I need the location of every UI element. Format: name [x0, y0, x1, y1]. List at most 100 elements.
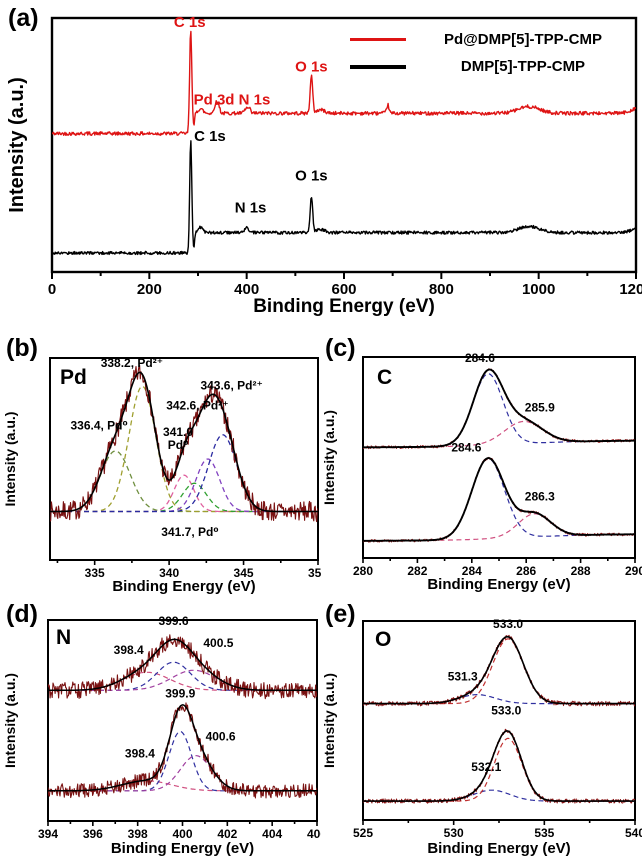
panel-a-label: (a) [8, 4, 39, 32]
x-tick-label: 290 [625, 564, 642, 578]
raw-spectrum [48, 702, 317, 799]
panel-b: (b) Pd Intensity (a.u.) 335 340 345 350 338.… [0, 330, 321, 598]
x-tick-label: 600 [331, 281, 356, 298]
x-tick-label: 286 [516, 564, 536, 578]
peak-label: 285.9 [525, 400, 555, 414]
x-tick-label: 402 [217, 827, 237, 841]
panel-d-label: (d) [6, 600, 38, 628]
peak-label: N 1s [235, 199, 267, 216]
legend-label: DMP[5]-TPP-CMP [460, 58, 586, 75]
panel-e-x-axis-title: Binding Energy (eV) [427, 840, 571, 857]
envelope [50, 371, 318, 513]
legend-label: Pd@DMP[5]-TPP-CMP [444, 31, 602, 48]
fit-component [363, 638, 635, 705]
peak-label: 399.9 [165, 686, 195, 700]
x-tick-label: 1000 [522, 281, 555, 298]
x-tick-label: 535 [534, 826, 554, 840]
panel-c: (c) C Intensity (a.u.) 280 282 284 286 288 29… [321, 330, 642, 598]
panel-e-element-label: O [375, 628, 392, 651]
peak-label: 398.4 [114, 643, 144, 657]
plot-frame [362, 356, 636, 559]
peak-label: N 1s [239, 91, 271, 108]
peak-label: 533.0 [493, 617, 523, 631]
peak-label: 400.6 [206, 730, 236, 744]
panel-d-y-axis-title: Intensity (a.u.) [2, 673, 18, 768]
plot-frame [362, 620, 636, 821]
envelope [363, 635, 635, 705]
x-tick-label: 284 [462, 564, 482, 578]
envelope [363, 368, 635, 449]
x-tick-label: 800 [429, 281, 454, 298]
panel-d-plot: 394 396 398 400 402 404 406 399.6 398.4 400.5 399.… [38, 614, 321, 841]
legend-item: Pd@DMP[5]-TPP-CMP [350, 26, 632, 53]
x-tick-label: 200 [137, 281, 162, 298]
peak-label: 338.2, Pd²⁺ [101, 356, 163, 370]
panel-a-x-axis-title: Binding Energy (eV) [253, 296, 435, 317]
legend: Pd@DMP[5]-TPP-CMP DMP[5]-TPP-CMP [350, 26, 632, 80]
x-tick-label: 340 [159, 566, 179, 580]
x-tick-label: 400 [234, 281, 259, 298]
peak-label: 398.4 [125, 747, 155, 761]
panel-a: (a) Intensity (a.u.) 0 200 400 600 800 1000 12… [0, 0, 642, 330]
x-tick-label: 404 [262, 827, 282, 841]
envelope [48, 704, 317, 792]
peak-label: 341.0 Pd⁰ [163, 425, 193, 452]
panel-b-plot: 335 340 345 350 338.2, Pd²⁺ 336.4, Pd⁰ 341.0Pd… [49, 356, 321, 580]
x-tick-label: 400 [172, 827, 192, 841]
panel-e-y-axis-title: Intensity (a.u.) [321, 673, 337, 768]
panel-e-label: (e) [325, 600, 356, 628]
peak-label: 343.6, Pd²⁺ [200, 378, 262, 392]
x-tick-label: 280 [353, 564, 373, 578]
panel-c-element-label: C [377, 366, 393, 389]
x-tick-label: 345 [234, 566, 254, 580]
peak-label: 336.4, Pd⁰ [70, 419, 127, 433]
panel-b-x-axis-title: Binding Energy (eV) [112, 578, 256, 595]
panel-b-element-label: Pd [60, 366, 87, 389]
fit-component [48, 755, 317, 792]
raw-spectrum [48, 634, 317, 700]
peak-label: 532.1 [471, 760, 501, 774]
peak-label: C 1s [174, 14, 206, 31]
peak-label: 400.5 [203, 636, 233, 650]
x-tick-label: 350 [308, 566, 321, 580]
panel-a-y-axis-title: Intensity (a.u.) [6, 77, 28, 213]
panel-c-y-axis-title: Intensity (a.u.) [321, 410, 337, 505]
panel-e-plot: 525 530 535 540 533.0 531.3 533.0 532.1 [353, 617, 642, 840]
x-tick-label: 282 [407, 564, 427, 578]
fit-component [363, 513, 635, 542]
panel-c-plot: 280 282 284 286 288 290 284.6 285.9 284.6 286.3 [353, 351, 642, 578]
panel-d-element-label: N [56, 626, 72, 649]
x-tick-label: 394 [38, 827, 58, 841]
fit-component [50, 458, 318, 513]
envelope [48, 638, 317, 692]
panel-b-label: (b) [6, 334, 38, 362]
peak-label: O 1s [295, 58, 328, 75]
peak-label: O 1s [295, 168, 328, 185]
peak-label: 533.0 [491, 704, 521, 718]
x-tick-label: 540 [625, 826, 642, 840]
peak-label: 342.6, Pd²⁺ [166, 399, 228, 413]
x-tick-label: 0 [48, 281, 56, 298]
x-tick-label: 335 [85, 566, 105, 580]
survey-trace [52, 30, 636, 136]
peak-label: C 1s [194, 128, 226, 145]
fit-component [48, 731, 317, 792]
x-tick-label: 396 [83, 827, 103, 841]
panel-d-x-axis-title: Binding Energy (eV) [110, 840, 255, 857]
x-tick-label: 406 [307, 827, 321, 841]
x-tick-label: 530 [444, 826, 464, 840]
panel-c-label: (c) [325, 334, 356, 362]
legend-line-red [350, 38, 406, 41]
panel-d: (d) N Intensity (a.u.) 394 396 398 400 402 40… [0, 598, 321, 866]
peak-label: 284.6 [465, 351, 495, 365]
envelope [363, 730, 635, 802]
x-tick-label: 1200 [619, 281, 642, 298]
x-tick-label: 288 [571, 564, 591, 578]
panel-c-x-axis-title: Binding Energy (eV) [427, 576, 571, 593]
x-tick-label: 525 [353, 826, 373, 840]
legend-line-black [350, 64, 406, 69]
panel-e: (e) O Intensity (a.u.) 525 530 535 540 533.0… [321, 598, 642, 866]
panel-b-y-axis-title: Intensity (a.u.) [2, 411, 18, 507]
